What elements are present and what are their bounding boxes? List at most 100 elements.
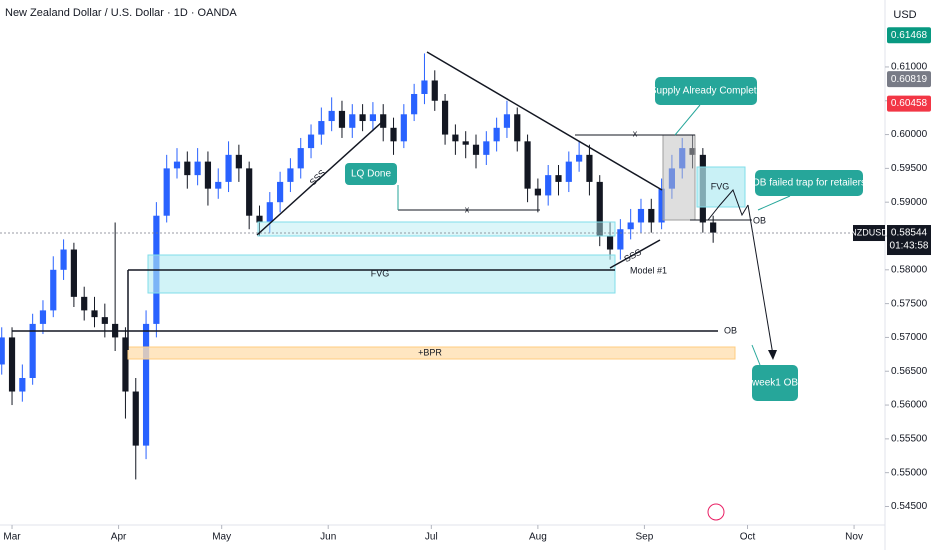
y-tick-label: 0.61000 — [891, 62, 928, 73]
candle-body — [648, 208, 655, 223]
label: OB — [724, 325, 737, 335]
price-badge-label: 0.60458 — [891, 98, 928, 109]
candle-body — [545, 175, 552, 196]
y-tick-label: 0.57500 — [891, 298, 928, 309]
callout — [345, 163, 397, 185]
candle-body — [617, 229, 624, 250]
candle-body — [349, 114, 356, 128]
candle-body — [462, 141, 469, 145]
y-tick-label: 0.58000 — [891, 264, 928, 275]
candle-body — [60, 249, 67, 270]
connector — [757, 195, 791, 211]
candle-body — [606, 235, 614, 250]
candle-body — [596, 181, 603, 236]
candle-body — [256, 215, 263, 223]
candle-body — [142, 323, 150, 446]
candle-body — [287, 168, 294, 182]
candle-body — [81, 296, 88, 311]
candle-body — [235, 154, 242, 169]
candle-body — [101, 317, 108, 324]
candle-body — [493, 127, 500, 142]
price-badge — [887, 71, 931, 88]
candle-body — [297, 148, 304, 169]
candle-body — [452, 134, 459, 142]
candle-body — [565, 161, 572, 182]
candle-body — [266, 202, 273, 223]
price-badge — [887, 27, 931, 44]
y-tick-label: 0.56000 — [891, 400, 928, 411]
connector — [751, 344, 761, 366]
callout — [755, 170, 863, 196]
trendline — [256, 121, 383, 236]
candle-body — [91, 310, 98, 318]
callout-text: OB failed trap for retailers — [752, 178, 866, 189]
x-tick-label: Mar — [3, 532, 21, 543]
trendline — [609, 239, 661, 269]
price-badge-label: 0.61468 — [891, 30, 928, 41]
label: x — [633, 128, 638, 138]
arrow-head — [768, 350, 777, 360]
y-tick-label: 0.55000 — [891, 467, 928, 478]
candle-body — [39, 310, 47, 324]
candle-body — [318, 121, 325, 135]
candle-body — [441, 100, 449, 135]
candle-body — [421, 80, 428, 94]
candle-body — [390, 127, 397, 142]
label: SSS — [308, 168, 328, 188]
projection — [707, 189, 749, 221]
callout — [752, 365, 798, 401]
chart-title: New Zealand Dollar / U.S. Dollar · 1D · … — [5, 7, 237, 19]
drawings: LQ Done Supply Already Complete OB faile… — [5, 7, 917, 521]
x-tick-label: Apr — [111, 532, 127, 543]
y-tick-label: 0.56500 — [891, 366, 928, 377]
zone — [257, 221, 616, 237]
price-badge-label: 0.60819 — [891, 74, 928, 85]
arrow — [747, 204, 774, 356]
label: SSS — [622, 247, 643, 264]
currency: USD — [893, 9, 916, 21]
candle-body — [194, 161, 201, 176]
callout — [655, 77, 757, 105]
bpr-zone — [127, 346, 736, 360]
x-tick-label: Jun — [320, 532, 336, 543]
y-tick-label: 0.57000 — [891, 332, 928, 343]
callout-text: LQ Done — [351, 169, 391, 180]
candle-body — [514, 114, 521, 142]
y-tick-label: 0.55500 — [891, 433, 928, 444]
candle-body — [338, 110, 346, 128]
label: Model #1 — [630, 265, 667, 275]
y-tick-label: 0.54500 — [891, 501, 928, 512]
y-tick-label: 0.60000 — [891, 129, 928, 140]
candle-body — [19, 377, 26, 392]
trendline — [426, 51, 663, 191]
candle-body — [29, 323, 36, 378]
symbol-badge — [853, 225, 885, 242]
x-tick-label: May — [212, 532, 231, 543]
x-tick-label: Nov — [845, 532, 863, 543]
supply-zone — [662, 134, 696, 221]
candle-body — [359, 114, 366, 122]
callout-text: Supply Already Complete — [650, 86, 763, 97]
candle-body — [204, 161, 212, 189]
x-tick-label: Oct — [740, 532, 756, 543]
candle-body — [173, 161, 181, 169]
candle-body — [534, 188, 541, 196]
candle-body — [246, 168, 253, 216]
candle-body — [627, 222, 634, 230]
candle-body — [225, 154, 232, 182]
candle-body — [555, 175, 562, 182]
last-price-label: 0.58544 — [891, 228, 928, 239]
x-tick-label: Jul — [425, 532, 438, 543]
candle-body — [50, 269, 57, 311]
candle-body — [307, 134, 315, 149]
x-tick-label: Sep — [636, 532, 654, 543]
candle-body — [576, 154, 583, 162]
candle-body — [400, 114, 407, 142]
candle-body — [70, 249, 77, 297]
candle-body — [277, 181, 284, 203]
candle-body — [184, 161, 191, 176]
last-price-badge — [887, 225, 931, 256]
candle-body — [380, 114, 387, 128]
x-tick-label: Aug — [529, 532, 547, 543]
